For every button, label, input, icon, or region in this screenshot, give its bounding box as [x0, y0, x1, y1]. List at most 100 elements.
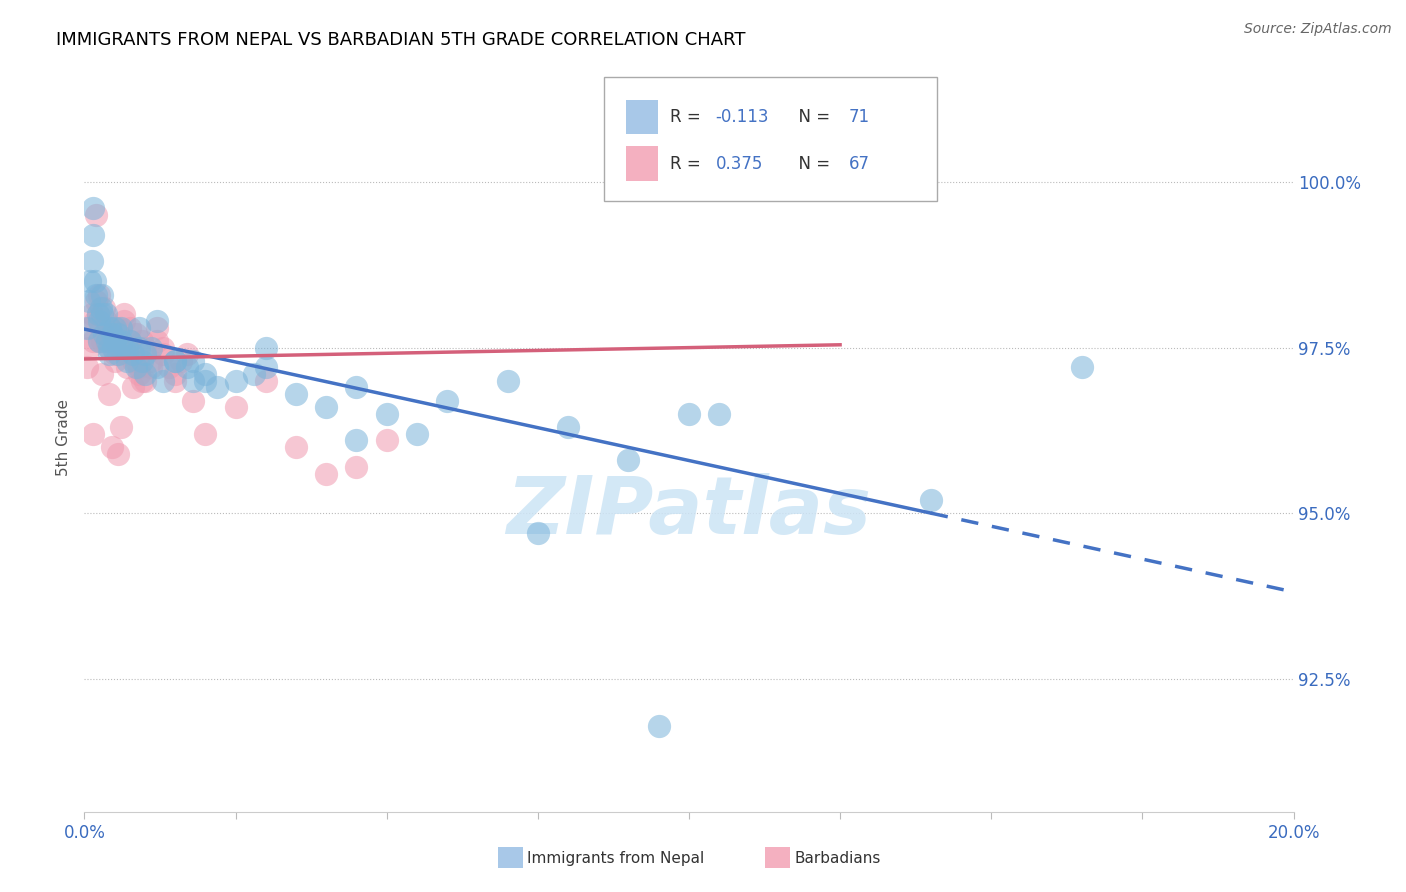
Point — [139, 360, 162, 375]
Point — [181, 354, 204, 368]
Point — [139, 354, 162, 368]
Point — [115, 360, 138, 375]
Point — [86, 294, 108, 309]
Point — [80, 307, 103, 321]
Point — [100, 334, 122, 348]
Point — [496, 374, 519, 388]
Point — [121, 347, 143, 361]
Point — [125, 327, 148, 342]
Point — [346, 459, 368, 474]
Point — [110, 341, 132, 355]
Point — [94, 314, 117, 328]
Text: -0.113: -0.113 — [716, 108, 769, 126]
Point — [79, 274, 101, 288]
Point — [118, 334, 141, 348]
Point — [134, 374, 156, 388]
Point — [104, 347, 127, 361]
Point — [254, 374, 277, 388]
Point — [100, 440, 122, 454]
Point — [112, 341, 135, 355]
Point — [76, 360, 98, 375]
Text: IMMIGRANTS FROM NEPAL VS BARBADIAN 5TH GRADE CORRELATION CHART: IMMIGRANTS FROM NEPAL VS BARBADIAN 5TH G… — [56, 31, 745, 49]
Point — [207, 380, 229, 394]
Text: Source: ZipAtlas.com: Source: ZipAtlas.com — [1244, 22, 1392, 37]
Point — [176, 360, 198, 375]
Point — [181, 374, 204, 388]
Point — [104, 334, 127, 348]
Point — [648, 718, 671, 732]
Point — [131, 334, 153, 348]
Point — [86, 208, 108, 222]
Point — [91, 287, 114, 301]
Point — [121, 380, 143, 394]
Point — [678, 407, 700, 421]
Point — [110, 341, 132, 355]
Point — [80, 254, 103, 268]
Point — [93, 327, 115, 342]
Point — [121, 354, 143, 368]
Text: R =: R = — [669, 108, 706, 126]
FancyBboxPatch shape — [626, 100, 658, 135]
Point — [152, 374, 174, 388]
Point — [1071, 360, 1094, 375]
Point — [86, 307, 108, 321]
Point — [89, 314, 111, 328]
Point — [104, 320, 127, 334]
Text: N =: N = — [789, 108, 835, 126]
Point — [375, 407, 398, 421]
Point — [96, 334, 118, 348]
Point — [194, 426, 217, 441]
Point — [86, 307, 108, 321]
Point — [76, 320, 98, 334]
Point — [77, 294, 100, 309]
Point — [107, 447, 129, 461]
Point — [146, 360, 169, 375]
Point — [617, 453, 640, 467]
Text: 71: 71 — [849, 108, 870, 126]
Point — [165, 354, 187, 368]
Point — [146, 320, 169, 334]
Point — [90, 320, 112, 334]
Point — [406, 426, 429, 441]
Point — [125, 360, 148, 375]
Point — [89, 287, 111, 301]
Point — [557, 420, 579, 434]
Point — [115, 354, 138, 368]
Point — [165, 374, 187, 388]
Point — [77, 341, 100, 355]
Point — [157, 360, 180, 375]
Point — [128, 320, 150, 334]
Point — [170, 354, 193, 368]
Point — [110, 420, 132, 434]
Point — [128, 341, 150, 355]
Text: R =: R = — [669, 154, 706, 172]
Point — [110, 334, 132, 348]
Point — [285, 440, 308, 454]
Point — [107, 347, 129, 361]
Point — [82, 202, 104, 216]
Point — [134, 347, 156, 361]
Point — [97, 347, 120, 361]
Point — [115, 347, 138, 361]
Point — [315, 401, 337, 415]
Point — [242, 367, 264, 381]
Point — [131, 354, 153, 368]
Point — [100, 327, 122, 342]
Point — [110, 320, 132, 334]
Point — [118, 334, 141, 348]
Point — [375, 434, 398, 448]
Point — [104, 354, 127, 368]
Text: ZIPatlas: ZIPatlas — [506, 473, 872, 551]
Point — [709, 407, 731, 421]
Point — [112, 314, 135, 328]
Point — [79, 320, 101, 334]
Point — [165, 367, 187, 381]
Point — [152, 347, 174, 361]
Point — [96, 327, 118, 342]
Point — [86, 287, 108, 301]
Point — [315, 467, 337, 481]
Point — [103, 341, 125, 355]
Point — [94, 307, 117, 321]
Point — [84, 314, 107, 328]
Point — [165, 354, 187, 368]
